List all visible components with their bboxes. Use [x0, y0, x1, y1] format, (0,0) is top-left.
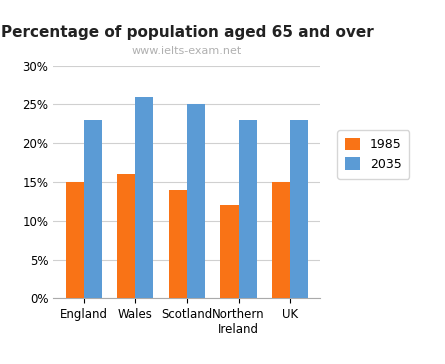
Bar	[239, 120, 257, 298]
Bar	[84, 120, 102, 298]
Bar	[135, 96, 154, 298]
Bar	[220, 205, 239, 298]
Bar	[117, 174, 135, 298]
Bar	[169, 190, 187, 298]
Bar	[187, 104, 205, 298]
Text: Percentage of population aged 65 and over: Percentage of population aged 65 and ove…	[0, 25, 373, 40]
Legend: 1985, 2035: 1985, 2035	[337, 130, 409, 178]
Text: www.ielts-exam.net: www.ielts-exam.net	[132, 46, 242, 55]
Bar	[290, 120, 308, 298]
Bar	[65, 182, 84, 298]
Bar	[272, 182, 290, 298]
